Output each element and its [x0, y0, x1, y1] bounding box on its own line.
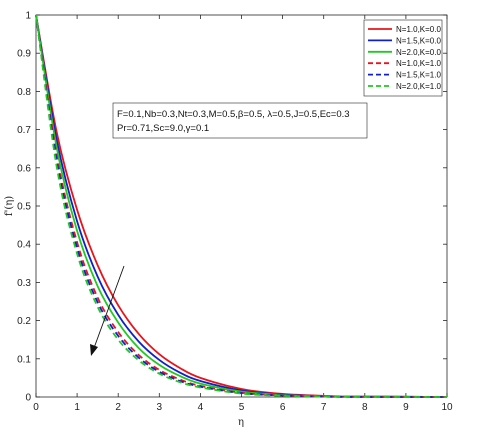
y-tick-label: 0.9	[17, 49, 31, 60]
x-tick-label: 2	[115, 402, 121, 413]
x-tick-label: 3	[157, 402, 163, 413]
legend-label: N=1.0,K=1.0	[396, 59, 441, 68]
y-tick-label: 0.7	[17, 125, 31, 136]
x-tick-label: 10	[441, 402, 453, 413]
trend-arrow-head	[90, 344, 98, 356]
y-axis-label: f'(η)	[4, 196, 15, 216]
y-tick-label: 1	[25, 11, 31, 22]
y-tick-label: 0.3	[17, 278, 31, 289]
x-tick-label: 5	[239, 402, 245, 413]
legend-label: N=1.5,K=1.0	[396, 71, 441, 80]
legend-box	[363, 19, 443, 97]
x-tick-label: 4	[198, 402, 204, 413]
y-tick-label: 0.6	[17, 163, 31, 174]
x-tick-label: 6	[280, 402, 286, 413]
annotation-line-2: Pr=0.71,Sc=9.0,γ=0.1	[117, 123, 209, 134]
y-tick-label: 0.2	[17, 316, 31, 327]
x-tick-label: 1	[74, 402, 80, 413]
series-layer	[35, 14, 448, 398]
x-tick-label: 0	[33, 402, 39, 413]
ticks-layer: 0 1 2 3 4 5 6 7 8 9 10 0 0.1 0.2 0.3 0.4 0.5 0.6 0.7 0.8 0.9…	[17, 11, 453, 414]
series-line-4	[35, 14, 448, 398]
legend-label: N=2.0,K=0.0	[396, 48, 441, 57]
legend-items: N=1.0,K=0.0 N=1.5,K=0.0 N=2.0,K=0.0 N=1.0,K…	[368, 25, 441, 91]
x-tick-label: 7	[321, 402, 327, 413]
parameter-annotation: F=0.1,Nb=0.3,Nt=0.3,M=0.5,β=0.5, λ=0.5,J…	[112, 102, 368, 139]
series-line-5	[35, 14, 448, 398]
y-tick-label: 0	[25, 393, 31, 404]
trend-arrow	[90, 265, 125, 356]
y-tick-label: 0.5	[17, 202, 31, 213]
trend-arrow-shaft	[93, 265, 125, 349]
series-line-6	[35, 14, 448, 398]
legend: N=1.0,K=0.0 N=1.5,K=0.0 N=2.0,K=0.0 N=1.0,K…	[363, 19, 443, 97]
x-axis-label: η	[238, 417, 244, 428]
x-tick-label: 8	[362, 402, 368, 413]
legend-label: N=1.0,K=0.0	[396, 25, 441, 34]
y-tick-label: 0.4	[17, 240, 31, 251]
annotation-line-1: F=0.1,Nb=0.3,Nt=0.3,M=0.5,β=0.5, λ=0.5,J…	[117, 109, 350, 120]
legend-label: N=1.5,K=0.0	[396, 36, 441, 45]
y-tick-label: 0.1	[17, 354, 31, 365]
y-tick-label: 0.8	[17, 87, 31, 98]
annotation-box	[112, 102, 368, 139]
legend-label: N=2.0,K=1.0	[396, 82, 441, 91]
x-tick-label: 9	[403, 402, 409, 413]
